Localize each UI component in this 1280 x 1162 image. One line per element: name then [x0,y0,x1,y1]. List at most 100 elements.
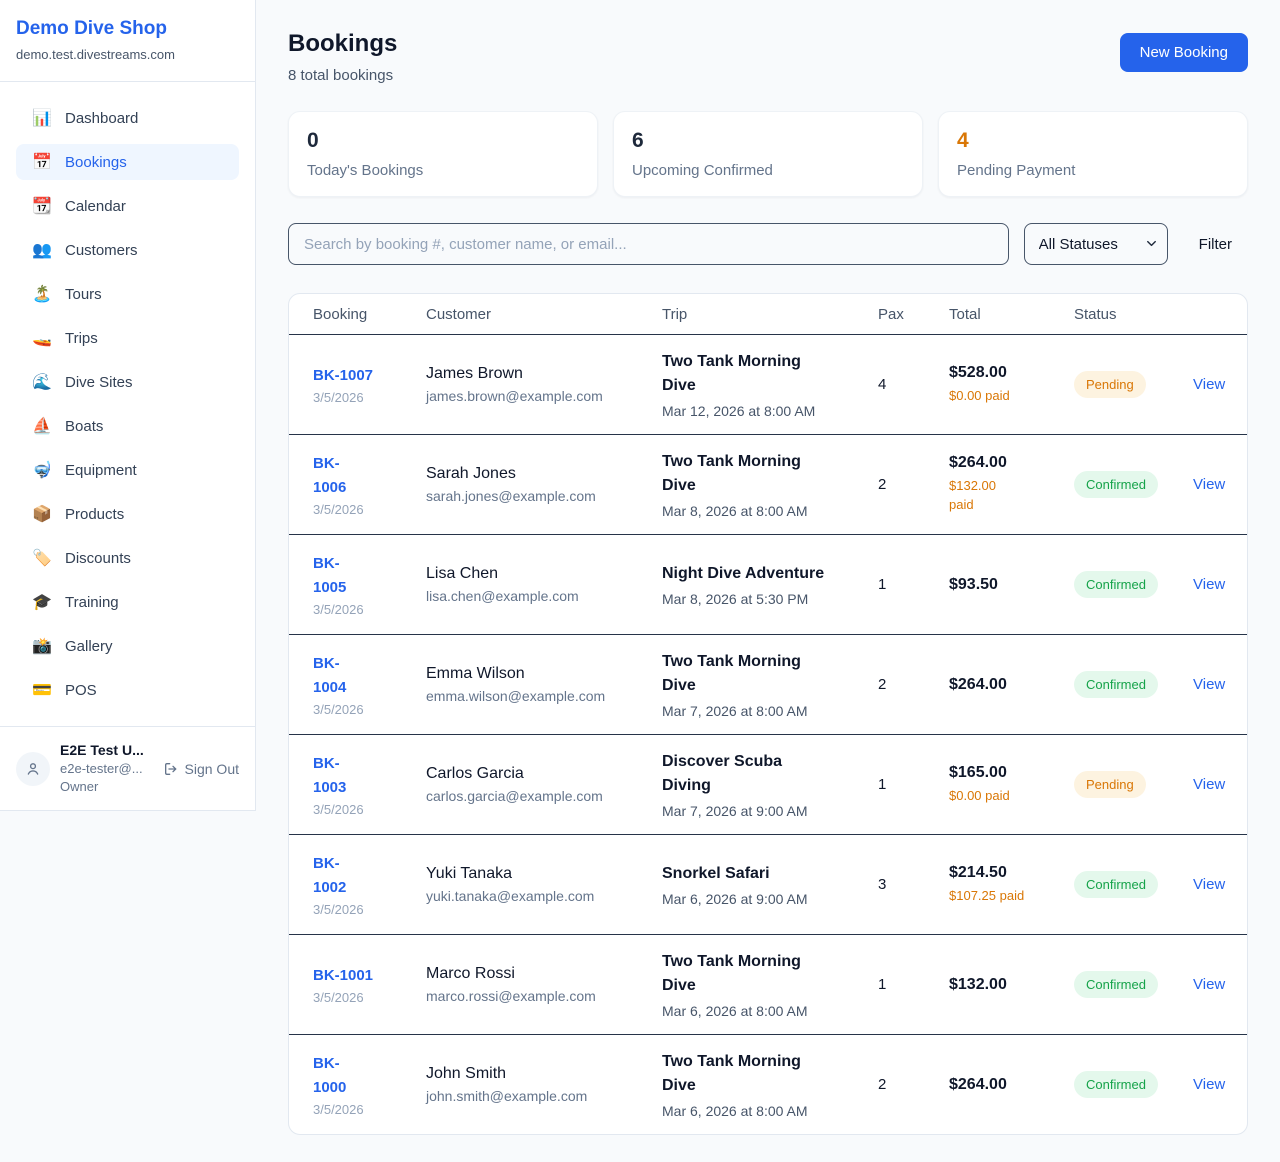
sidebar-item-equipment[interactable]: 🤿 Equipment [16,452,239,488]
table-row: BK- 1002 3/5/2026 Yuki Tanaka yuki.tanaka… [289,834,1247,934]
customer-name: John Smith [426,1065,507,1082]
booking-date: 3/5/2026 [313,390,364,406]
booking-date: 3/5/2026 [313,990,364,1006]
status-select[interactable]: All Statuses [1023,223,1168,265]
customer-name: Carlos Garcia [426,765,524,782]
customer-email: lisa.chen@example.com [426,588,579,604]
trip-name: Snorkel Safari [662,865,770,882]
trip-cell: Discover Scuba Diving Mar 7, 2026 at 9:00… [662,750,878,819]
booking-date: 3/5/2026 [313,701,364,717]
sidebar-item-training[interactable]: 🎓 Training [16,584,239,620]
total-cell: $528.00 $0.00 paid [949,364,1074,406]
booking-cell: BK- 1004 3/5/2026 [313,652,426,717]
total-amount: $264.00 [949,454,1007,472]
sidebar-item-pos[interactable]: 💳 POS [16,672,239,708]
sidebar-nav: 📊 Dashboard 📅 Bookings 📆 Calendar 👥 Cust… [0,82,255,720]
trip-name: Two Tank Morning Dive [662,353,801,394]
total-amount: $132.00 [949,975,1007,993]
booking-id-link[interactable]: BK-1007 [313,366,374,384]
booking-id-link[interactable]: BK- 1003 [313,755,347,796]
customer-name: Emma Wilson [426,665,525,682]
customer-cell: Emma Wilson emma.wilson@example.com [426,665,662,704]
filter-button[interactable]: Filter [1183,226,1248,263]
sidebar-item-customers[interactable]: 👥 Customers [16,232,239,268]
booking-id-link[interactable]: BK- 1002 [313,855,347,896]
status-badge: Confirmed [1074,471,1158,498]
search-input[interactable] [288,223,1009,265]
paid-amount: $0.00 paid [949,787,1010,803]
total-amount: $264.00 [949,1075,1007,1093]
status-select-wrap: All Statuses [1023,223,1168,265]
table-row: BK- 1003 3/5/2026 Carlos Garcia carlos.ga… [289,734,1247,834]
view-link[interactable]: View [1193,775,1226,793]
customer-name: Yuki Tanaka [426,865,512,882]
view-link[interactable]: View [1193,875,1226,893]
customer-cell: James Brown james.brown@example.com [426,365,662,404]
sidebar-item-tours[interactable]: 🏝️ Tours [16,276,239,312]
booking-id-link[interactable]: BK- 1006 [313,455,347,496]
sidebar-item-trips[interactable]: 🚤 Trips [16,320,239,356]
stat-card-pending-payment: 4 Pending Payment [938,111,1248,197]
page-title: Bookings [288,30,398,57]
trip-name: Two Tank Morning Dive [662,953,801,994]
sidebar-item-label: Boats [65,417,104,435]
booking-cell: BK- 1000 3/5/2026 [313,1052,426,1117]
column-header-pax: Pax [878,305,904,323]
status-cell: Confirmed [1074,1071,1193,1098]
trip-cell: Snorkel Safari Mar 6, 2026 at 9:00 AM [662,862,878,907]
view-link[interactable]: View [1193,975,1226,993]
trip-datetime: Mar 8, 2026 at 8:00 AM [662,503,808,519]
column-header-total: Total [949,305,981,323]
total-cell: $165.00 $0.00 paid [949,764,1074,806]
sidebar-item-discounts[interactable]: 🏷️ Discounts [16,540,239,576]
view-link[interactable]: View [1193,675,1226,693]
sidebar-item-boats[interactable]: ⛵ Boats [16,408,239,444]
pax-cell: 3 [878,876,887,893]
sidebar-item-label: Equipment [65,461,137,479]
trip-datetime: Mar 6, 2026 at 9:00 AM [662,891,808,907]
trip-name: Two Tank Morning Dive [662,653,801,694]
sign-out-button[interactable]: Sign Out [163,761,239,777]
stat-label: Pending Payment [957,162,1076,179]
view-link[interactable]: View [1193,375,1226,393]
view-link[interactable]: View [1193,575,1226,593]
trip-cell: Two Tank Morning Dive Mar 12, 2026 at 8:0… [662,350,878,419]
pax-cell: 2 [878,676,887,693]
sidebar-item-gallery[interactable]: 📸 Gallery [16,628,239,664]
booking-cell: BK- 1003 3/5/2026 [313,752,426,817]
trip-cell: Two Tank Morning Dive Mar 6, 2026 at 8:00… [662,950,878,1019]
booking-date: 3/5/2026 [313,1101,364,1117]
customer-name: Sarah Jones [426,465,516,482]
booking-id-link[interactable]: BK- 1005 [313,555,347,596]
sidebar: Demo Dive Shop demo.test.divestreams.com… [0,0,256,812]
trip-cell: Two Tank Morning Dive Mar 8, 2026 at 8:00… [662,450,878,519]
pax-cell: 1 [878,576,887,593]
column-header-booking: Booking [313,305,368,323]
status-cell: Confirmed [1074,971,1193,998]
sidebar-item-dashboard[interactable]: 📊 Dashboard [16,100,239,136]
booking-id-link[interactable]: BK-1001 [313,966,374,984]
booking-id-link[interactable]: BK- 1004 [313,655,347,696]
trip-cell: Night Dive Adventure Mar 8, 2026 at 5:30… [662,562,878,607]
view-link[interactable]: View [1193,1075,1226,1093]
sidebar-item-products[interactable]: 📦 Products [16,496,239,532]
main-content: Bookings 8 total bookings New Booking 0 T… [256,0,1280,1135]
sidebar-item-bookings[interactable]: 📅 Bookings [16,144,239,180]
sidebar-item-label: Bookings [65,153,127,171]
view-link[interactable]: View [1193,475,1226,493]
status-badge: Pending [1074,771,1146,798]
stat-value: 0 [307,129,319,152]
customer-name: Lisa Chen [426,565,499,582]
new-booking-button[interactable]: New Booking [1119,33,1248,72]
sidebar-item-dive-sites[interactable]: 🌊 Dive Sites [16,364,239,400]
sidebar-item-calendar[interactable]: 📆 Calendar [16,188,239,224]
island-icon: 🏝️ [32,286,52,303]
column-header-status: Status [1074,305,1117,323]
calendar-date-icon: 📅 [32,154,52,171]
trip-name: Two Tank Morning Dive [662,453,801,494]
status-cell: Pending [1074,771,1193,798]
paid-amount: $107.25 paid [949,887,1025,903]
booking-id-link[interactable]: BK- 1000 [313,1055,347,1096]
actions-cell: View [1193,1076,1225,1094]
total-amount: $528.00 [949,363,1007,381]
